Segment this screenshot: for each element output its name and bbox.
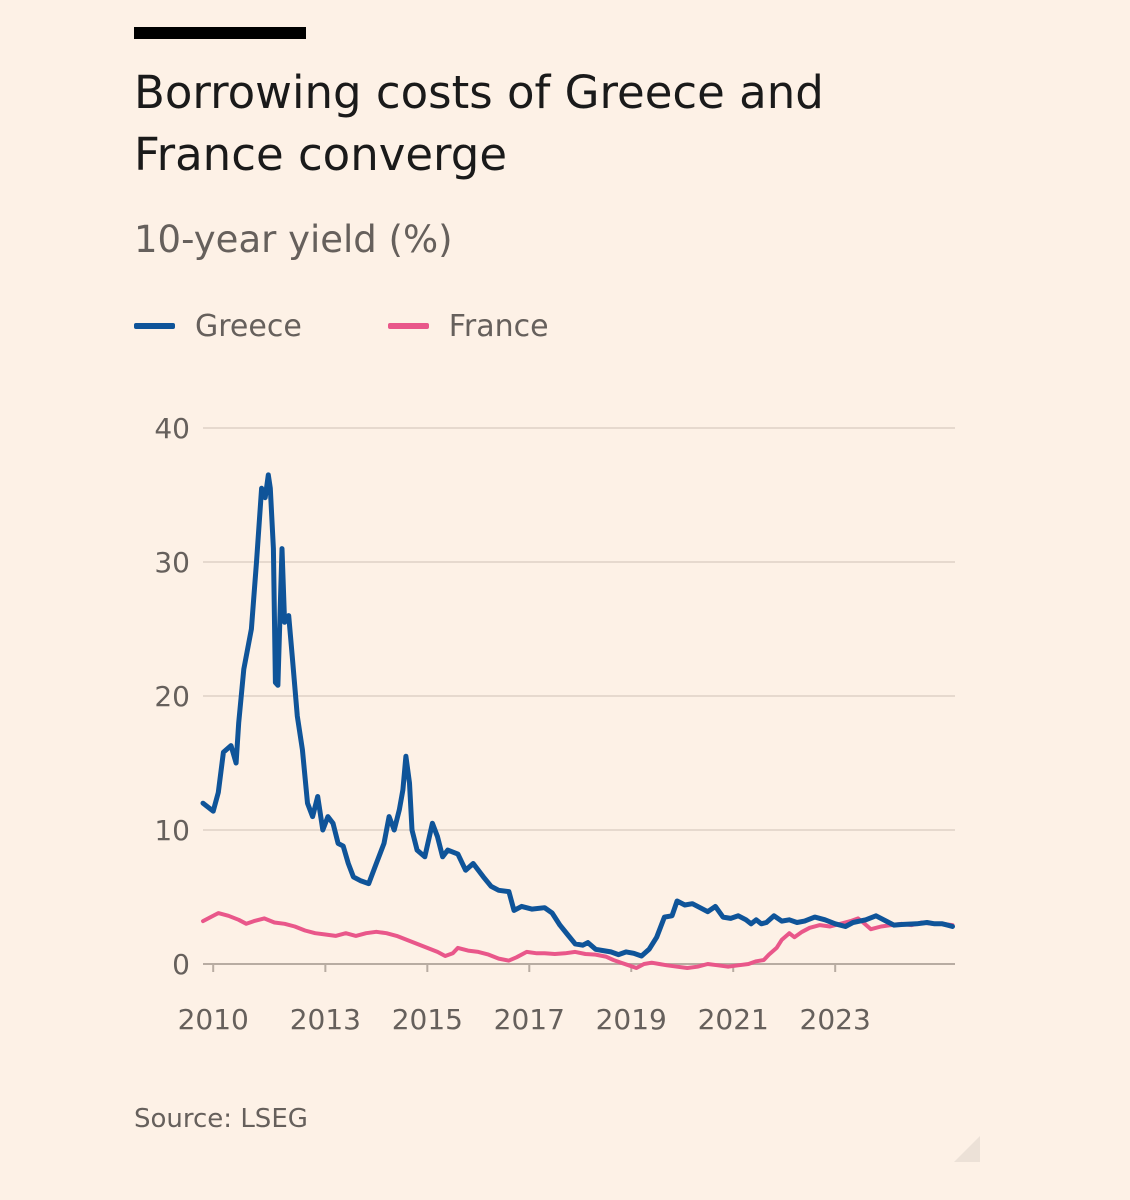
legend: Greece France xyxy=(134,306,635,346)
x-tick-label-2023: 2023 xyxy=(800,1003,871,1036)
x-tick-label-2010: 2010 xyxy=(178,1003,249,1036)
source-note: Source: LSEG xyxy=(134,1104,308,1134)
legend-item-greece: Greece xyxy=(134,309,302,344)
x-tick-label-2015: 2015 xyxy=(392,1003,463,1036)
x-tick-label-2017: 2017 xyxy=(494,1003,565,1036)
legend-label-greece: Greece xyxy=(195,308,302,344)
y-tick-label-30: 30 xyxy=(154,546,190,579)
legend-label-france: France xyxy=(448,308,549,344)
x-tick-label-2019: 2019 xyxy=(596,1003,667,1036)
x-tick-label-2013: 2013 xyxy=(290,1003,361,1036)
y-tick-label-20: 20 xyxy=(154,680,190,713)
legend-swatch-greece xyxy=(134,323,175,329)
line-chart: 0 10 20 30 40 2010 2013 2015 2017 2019 2021 2023 xyxy=(154,412,955,1036)
y-tick-label-10: 10 xyxy=(154,814,190,847)
legend-item-france: France xyxy=(387,308,549,344)
chart-subtitle: 10-year yield (%) xyxy=(134,218,453,261)
series-line-france xyxy=(201,911,955,970)
x-tick-label-2021: 2021 xyxy=(698,1003,769,1036)
legend-swatch-france xyxy=(387,323,429,329)
top-accent-bar xyxy=(134,27,306,39)
y-tick-label-40: 40 xyxy=(154,412,190,445)
chart-title: Borrowing costs of Greece and France con… xyxy=(134,66,824,181)
resize-grip-icon xyxy=(954,1136,980,1162)
series-line-greece xyxy=(200,472,955,959)
y-tick-label-0: 0 xyxy=(172,948,190,981)
